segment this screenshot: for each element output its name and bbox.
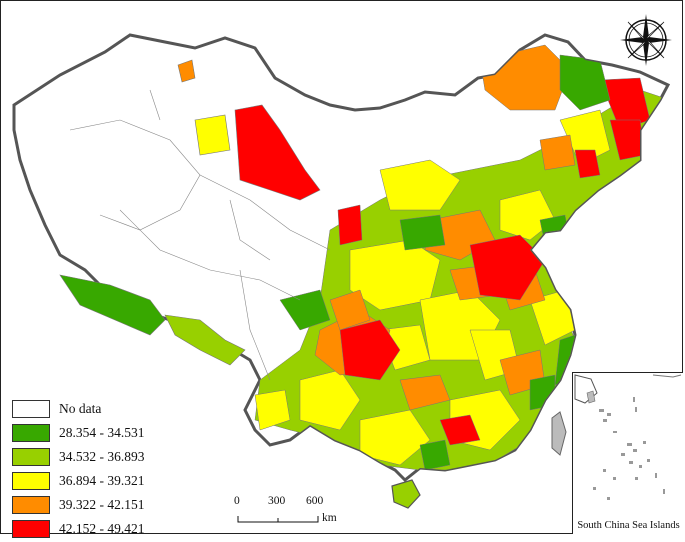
legend-item: 36.894 - 39.321 [12,470,172,492]
scalebar-tick-600: 600 [306,495,324,507]
legend-swatch-class-5 [12,520,50,538]
inset-label: South China Sea Islands [577,520,680,531]
scalebar-unit: km [322,512,337,524]
compass-rose-icon [618,12,674,73]
legend-swatch-class-4 [12,496,50,514]
legend-label: 28.354 - 34.531 [59,425,145,440]
south-china-sea-inset: South China Sea Islands [572,372,683,534]
legend-item: No data [12,398,172,420]
region-taiwan [551,411,567,456]
legend-swatch-class-2 [12,448,50,466]
legend-item: 39.322 - 42.151 [12,494,172,516]
scalebar-line [237,516,319,523]
legend-label: 34.532 - 36.893 [59,449,145,464]
province-boundaries [69,89,331,381]
legend-label: 36.894 - 39.321 [59,473,145,488]
region-far-northwest-orange [177,59,196,83]
legend-swatch-no-data [12,400,50,418]
region-tibet-lightgreen [164,314,246,366]
scalebar-tick-0: 0 [234,495,240,507]
region-northwest-yellow [194,114,231,156]
island-markers [593,397,665,500]
region-hainan [391,479,421,509]
legend-item: 42.152 - 49.421 [12,518,172,540]
inset-map [574,374,682,500]
legend-label: 42.152 - 49.421 [59,521,145,536]
legend-swatch-class-3 [12,472,50,490]
map-legend: No data 28.354 - 34.531 34.532 - 36.893 … [12,398,172,542]
region-north-red [234,104,321,201]
legend-item: 34.532 - 36.893 [12,446,172,468]
region-tibet-green [59,274,166,336]
legend-label: No data [59,401,102,416]
legend-swatch-class-1 [12,424,50,442]
legend-item: 28.354 - 34.531 [12,422,172,444]
scalebar-tick-300: 300 [268,495,286,507]
legend-label: 39.322 - 42.151 [59,497,145,512]
scalebar: 0 300 600 km [232,494,342,534]
